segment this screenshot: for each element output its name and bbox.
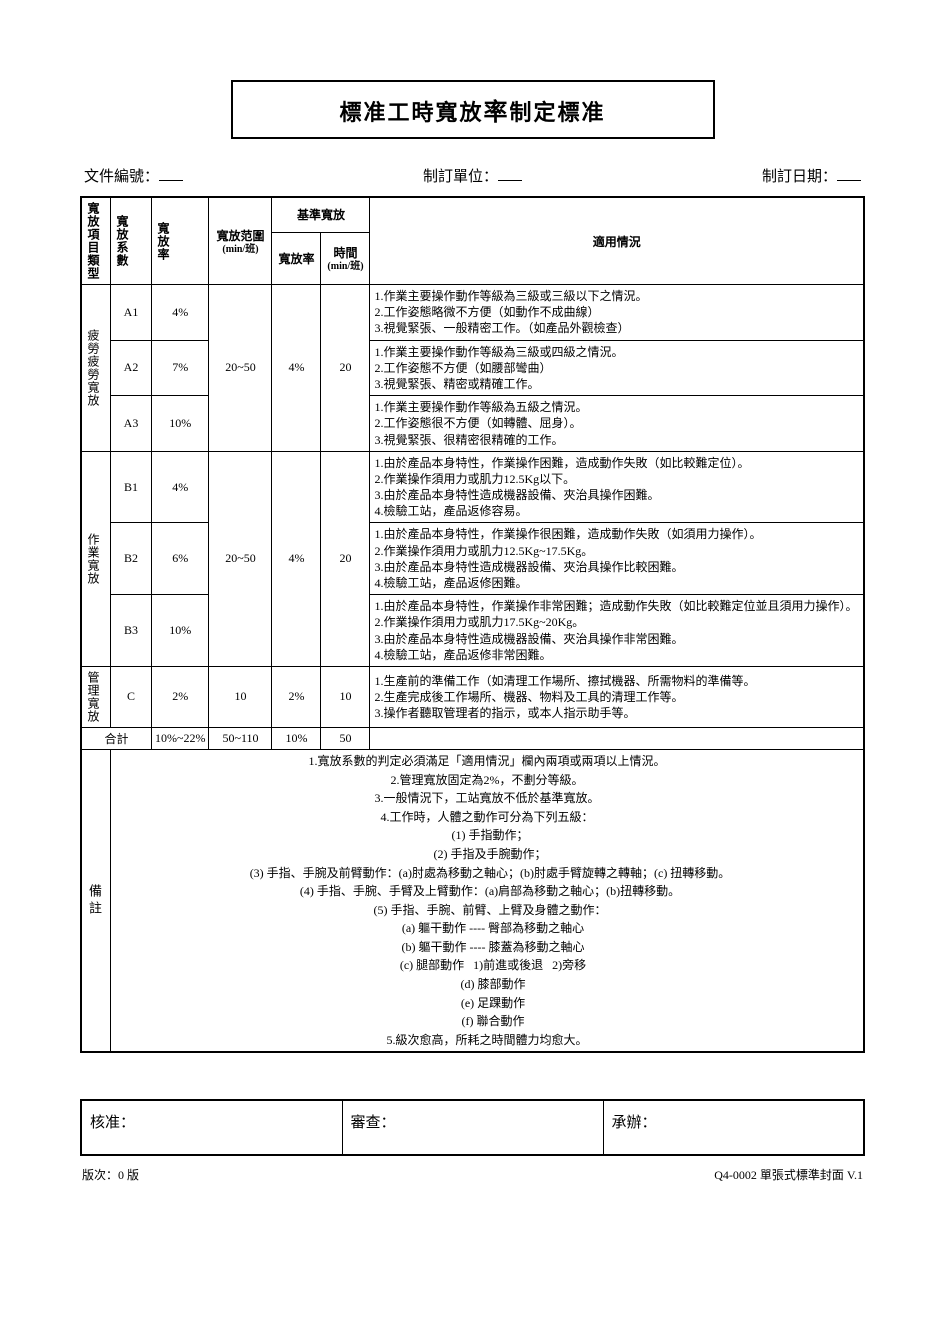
col-range-label: 寬放范圍 — [212, 227, 268, 244]
approve-cell: 核准： — [81, 1100, 342, 1155]
allowance-table: 寬放項目類型 寬放系數 寬放率 寬放范圍 (min/班) 基準寬放 適用情況 寬… — [80, 196, 865, 1053]
std-time-cell: 20 — [321, 285, 370, 452]
factor-cell: C — [111, 666, 152, 727]
std-time-cell: 10 — [321, 666, 370, 727]
header-row-1: 寬放項目類型 寬放系數 寬放率 寬放范圍 (min/班) 基準寬放 適用情況 — [81, 197, 864, 232]
std-time-cell: 20 — [321, 451, 370, 666]
total-std-rate: 10% — [272, 727, 321, 749]
std-rate-cell: 4% — [272, 451, 321, 666]
table-row: A310% 1.作業主要操作動作等級為五級之情況。2.工作姿態很不方便（如轉體、屈… — [81, 396, 864, 452]
document-title: 標准工時寬放率制定標准 — [231, 80, 715, 139]
rate-cell: 7% — [152, 340, 209, 396]
table-row: B310% 1.由於產品本身特性，作業操作非常困難；造成動作失敗（如比較難定位並且… — [81, 595, 864, 667]
app-cell: 1.由於產品本身特性，作業操作困難，造成動作失敗（如比較難定位）。2.作業操作須… — [370, 451, 864, 523]
app-cell: 1.生產前的準備工作（如清理工作場所、擦拭機器、所需物料的準備等。2.生產完成後… — [370, 666, 864, 727]
total-std-time: 50 — [321, 727, 370, 749]
factor-cell: A2 — [111, 340, 152, 396]
col-range-unit: (min/班) — [212, 244, 268, 255]
factor-cell: A3 — [111, 396, 152, 452]
unit-field: 制訂單位： — [423, 165, 522, 186]
factor-cell: B2 — [111, 523, 152, 595]
col-app: 適用情況 — [370, 197, 864, 285]
app-cell: 1.作業主要操作動作等級為三級或四級之情況。2.工作姿態不方便（如腰部彎曲）3.… — [370, 340, 864, 396]
table-row: 管理寬放C2%102%101.生產前的準備工作（如清理工作場所、擦拭機器、所需物… — [81, 666, 864, 727]
rate-cell: 10% — [152, 595, 209, 667]
app-cell: 1.由於產品本身特性，作業操作很困難，造成動作失敗（如須用力操作）。2.作業操作… — [370, 523, 864, 595]
table-row: 疲勞疲勞寬放A14%20~504%201.作業主要操作動作等級為三級或三級以下之… — [81, 285, 864, 341]
date-field: 制訂日期： — [762, 165, 861, 186]
review-cell: 審查： — [342, 1100, 603, 1155]
rate-cell: 4% — [152, 285, 209, 341]
col-type: 寬放項目類型 — [85, 200, 102, 282]
doc-no-field: 文件編號： — [84, 165, 183, 186]
range-cell: 10 — [209, 666, 272, 727]
col-std-rate: 寬放率 — [272, 232, 321, 284]
footer-code: Q4-0002 單張式標準封面 V.1 — [714, 1166, 863, 1183]
col-factor: 寬放系數 — [114, 213, 131, 269]
factor-cell: B1 — [111, 451, 152, 523]
total-range: 50~110 — [209, 727, 272, 749]
type-cell: 作業寬放 — [81, 451, 111, 666]
rate-cell: 6% — [152, 523, 209, 595]
total-rate: 10%~22% — [152, 727, 209, 749]
factor-cell: A1 — [111, 285, 152, 341]
title-prefix: 標准工時寬放 — [339, 100, 483, 125]
col-std-time-unit: (min/班) — [324, 261, 366, 272]
range-cell: 20~50 — [209, 285, 272, 452]
total-label: 合計 — [81, 727, 152, 749]
total-app-blank — [370, 727, 864, 749]
range-cell: 20~50 — [209, 451, 272, 666]
title-suffix: 制定標准 — [510, 100, 606, 125]
notes-row: 備註1.寬放系數的判定必須滿足「適用情況」欄內兩項或兩項以上情況。2.管理寬放固… — [81, 749, 864, 1052]
std-rate-cell: 2% — [272, 666, 321, 727]
header-fields: 文件編號： 制訂單位： 制訂日期： — [80, 159, 865, 196]
type-cell: 疲勞疲勞寬放 — [81, 285, 111, 452]
footer-version: 版次：0 版 — [82, 1166, 139, 1183]
page-footer: 版次：0 版 Q4-0002 單張式標準封面 V.1 — [80, 1166, 865, 1183]
col-std-time-label: 時間 — [324, 244, 366, 261]
rate-cell: 2% — [152, 666, 209, 727]
title-emphasis: 率 — [484, 100, 510, 126]
app-cell: 1.作業主要操作動作等級為三級或三級以下之情況。2.工作姿態略微不方便（如動作不… — [370, 285, 864, 341]
col-rate: 寬放率 — [155, 220, 172, 263]
notes-cell: 1.寬放系數的判定必須滿足「適用情況」欄內兩項或兩項以上情況。2.管理寬放固定為… — [111, 749, 865, 1052]
table-row: B26% 1.由於產品本身特性，作業操作很困難，造成動作失敗（如須用力操作）。2.… — [81, 523, 864, 595]
signature-table: 核准： 審查： 承辦： — [80, 1099, 865, 1156]
type-cell: 管理寬放 — [81, 666, 111, 727]
std-rate-cell: 4% — [272, 285, 321, 452]
factor-cell: B3 — [111, 595, 152, 667]
rate-cell: 10% — [152, 396, 209, 452]
rate-cell: 4% — [152, 451, 209, 523]
total-row: 合計10%~22%50~11010%50 — [81, 727, 864, 749]
notes-label-cell: 備註 — [81, 749, 111, 1052]
table-row: A27% 1.作業主要操作動作等級為三級或四級之情況。2.工作姿態不方便（如腰部彎… — [81, 340, 864, 396]
table-row: 作業寬放B14%20~504%201.由於產品本身特性，作業操作困難，造成動作失… — [81, 451, 864, 523]
app-cell: 1.由於產品本身特性，作業操作非常困難；造成動作失敗（如比較難定位並且須用力操作… — [370, 595, 864, 667]
handle-cell: 承辦： — [603, 1100, 864, 1155]
app-cell: 1.作業主要操作動作等級為五級之情況。2.工作姿態很不方便（如轉體、屈身）。3.… — [370, 396, 864, 452]
col-std-group: 基準寬放 — [272, 197, 370, 232]
